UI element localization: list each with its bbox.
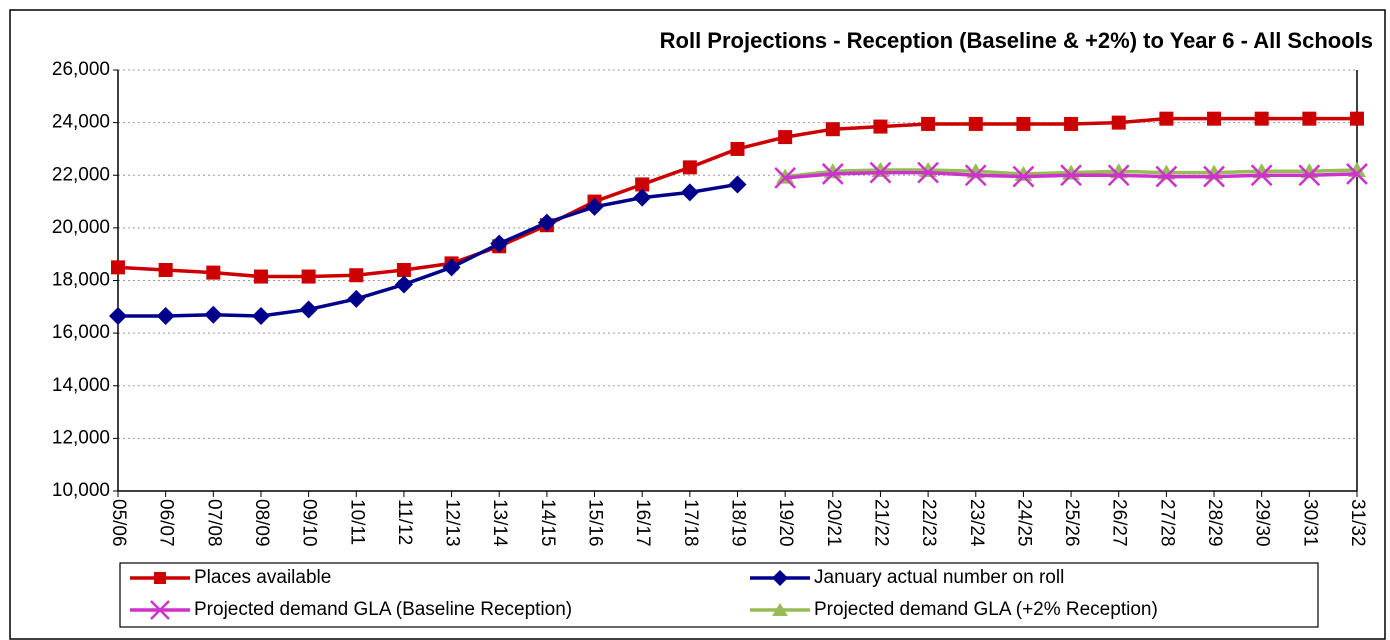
marker — [1350, 111, 1364, 126]
marker — [1207, 111, 1222, 126]
marker — [490, 234, 509, 253]
marker — [301, 269, 316, 284]
x-tick-label: 15/16 — [585, 499, 606, 547]
marker — [774, 166, 797, 189]
marker — [156, 307, 175, 326]
marker — [776, 168, 795, 184]
marker — [1107, 164, 1130, 187]
marker — [1346, 163, 1368, 185]
x-tick-label: 08/09 — [251, 499, 272, 547]
marker — [1203, 165, 1225, 188]
marker — [821, 163, 844, 185]
marker — [442, 258, 461, 277]
marker — [635, 177, 650, 192]
marker — [873, 119, 888, 134]
y-tick-label: 26,000 — [52, 59, 110, 80]
marker — [396, 262, 411, 277]
marker — [968, 116, 983, 131]
x-tick-label: 06/07 — [156, 499, 177, 547]
marker — [825, 122, 840, 137]
x-tick-label: 24/25 — [1013, 499, 1034, 547]
marker — [1111, 115, 1126, 130]
x-tick-label: 17/18 — [680, 499, 701, 547]
y-tick-label: 24,000 — [52, 112, 110, 133]
marker — [1060, 164, 1082, 187]
legend-label: January actual number on roll — [814, 567, 1064, 588]
marker — [869, 161, 892, 184]
marker — [206, 265, 221, 280]
marker — [964, 164, 987, 187]
marker — [1016, 116, 1031, 131]
marker — [680, 183, 699, 202]
marker — [394, 275, 413, 294]
marker — [537, 213, 556, 232]
legend-label: Projected demand GLA (+2% Reception) — [814, 599, 1158, 620]
marker — [1302, 111, 1317, 126]
marker — [1064, 116, 1079, 131]
x-tick-label: 30/31 — [1299, 499, 1320, 547]
marker — [349, 268, 364, 283]
marker — [917, 161, 939, 184]
x-tick-label: 11/12 — [394, 499, 415, 545]
marker — [1254, 111, 1269, 126]
marker — [109, 307, 127, 326]
marker — [1298, 164, 1321, 187]
x-tick-label: 27/28 — [1156, 499, 1177, 547]
x-tick-label: 31/32 — [1347, 499, 1368, 547]
x-tick-label: 07/08 — [203, 499, 224, 547]
x-tick-label: 21/22 — [870, 499, 891, 547]
marker — [1159, 111, 1174, 126]
x-tick-label: 29/30 — [1252, 499, 1273, 547]
y-tick-label: 18,000 — [52, 270, 110, 291]
y-tick-label: 12,000 — [52, 427, 110, 448]
legend-box — [119, 562, 1319, 628]
x-tick-label: 05/06 — [108, 499, 129, 547]
y-tick-label: 20,000 — [52, 217, 110, 238]
y-tick-label: 10,000 — [52, 480, 110, 501]
x-tick-label: 19/20 — [775, 499, 796, 547]
x-tick-label: 16/17 — [632, 499, 653, 547]
legend-marker — [154, 572, 166, 584]
legend-marker — [150, 600, 170, 620]
legend-marker — [772, 603, 788, 616]
chart-border — [9, 9, 1386, 640]
x-tick-label: 25/26 — [1061, 499, 1082, 547]
x-tick-label: 23/24 — [966, 499, 987, 547]
marker — [1155, 165, 1178, 188]
y-tick-label: 16,000 — [52, 322, 110, 343]
x-tick-label: 26/27 — [1109, 499, 1130, 547]
legend-label: Projected demand GLA (Baseline Reception… — [194, 599, 572, 620]
marker — [728, 175, 747, 194]
x-tick-label: 13/14 — [489, 499, 510, 547]
marker — [251, 307, 270, 326]
marker — [158, 262, 173, 277]
marker — [1250, 164, 1273, 187]
legend-marker — [772, 570, 788, 586]
marker — [347, 289, 366, 308]
marker — [204, 305, 223, 324]
marker — [633, 188, 652, 207]
legend-label: Places available — [194, 567, 331, 588]
x-tick-label: 09/10 — [299, 499, 320, 547]
marker — [778, 130, 793, 145]
x-tick-label: 20/21 — [823, 499, 844, 547]
marker — [921, 116, 936, 131]
x-tick-label: 14/15 — [537, 499, 558, 547]
x-tick-label: 28/29 — [1204, 499, 1225, 547]
marker — [253, 269, 268, 284]
marker — [730, 141, 745, 156]
y-tick-label: 14,000 — [52, 375, 110, 396]
marker — [682, 160, 697, 175]
x-tick-label: 22/23 — [918, 499, 939, 547]
chart-title: Roll Projections - Reception (Baseline &… — [660, 28, 1373, 53]
x-tick-label: 10/11 — [346, 499, 367, 545]
x-tick-label: 12/13 — [442, 499, 463, 547]
marker — [1012, 165, 1035, 188]
y-tick-label: 22,000 — [52, 164, 110, 185]
marker — [299, 300, 318, 319]
marker — [111, 260, 125, 275]
marker — [585, 197, 604, 216]
x-tick-label: 18/19 — [727, 499, 748, 547]
